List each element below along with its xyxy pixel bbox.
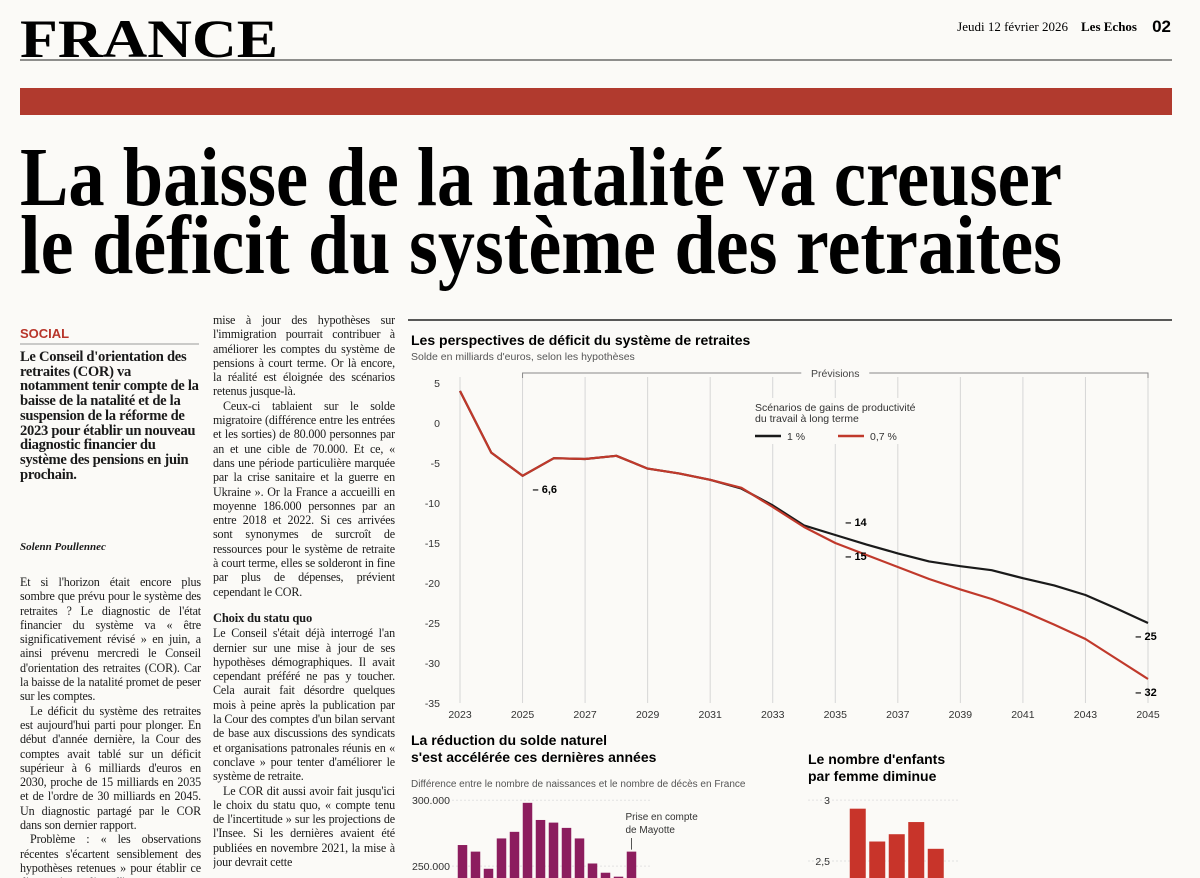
- chart-title: La réduction du solde naturel: [411, 732, 607, 748]
- y-tick-label: -15: [425, 538, 440, 550]
- bar: [587, 863, 598, 878]
- author: Solenn Poullennec: [20, 541, 106, 553]
- column: Et si l'horizon était encore plus sombre…: [20, 575, 201, 878]
- data-label: – 25: [1135, 631, 1156, 643]
- x-tick-label: 2031: [699, 709, 723, 721]
- x-tick-label: 2025: [511, 709, 535, 721]
- chart-title: par femme diminue: [808, 768, 937, 784]
- x-tick-label: 2027: [573, 709, 597, 721]
- section-title: FRANCE: [20, 9, 278, 69]
- y-tick-label: 5: [434, 378, 440, 390]
- bar: [496, 838, 507, 878]
- chart-title: Les perspectives de déficit du système d…: [411, 332, 750, 348]
- bar: [869, 841, 886, 878]
- publication: Les Echos: [1081, 19, 1137, 34]
- subhead: Choix du statu quo: [213, 610, 313, 625]
- forecast-label: Prévisions: [811, 368, 859, 380]
- bar: [457, 845, 468, 878]
- x-tick-label: 2023: [448, 709, 472, 721]
- paragraph: Et si l'horizon était encore plus sombre…: [20, 575, 201, 704]
- bar: [535, 819, 546, 878]
- bar: [927, 848, 944, 878]
- y-tick-label: 2,5: [815, 856, 830, 868]
- chart-title: Le nombre d'enfants: [808, 751, 945, 767]
- paragraph: mise à jour des hypothèses sur l'immigra…: [213, 313, 395, 399]
- x-tick-label: 2037: [886, 709, 910, 721]
- y-tick-label: -10: [425, 498, 440, 510]
- date: Jeudi 12 février 2026: [957, 19, 1068, 34]
- paragraph: Problème : « les observations récentes s…: [20, 832, 201, 878]
- y-tick-label: 250.000: [412, 861, 450, 873]
- legend-label: 1 %: [787, 431, 805, 443]
- bar: [888, 834, 905, 878]
- column: mise à jour des hypothèses sur l'immigra…: [213, 313, 395, 878]
- x-tick-label: 2029: [636, 709, 660, 721]
- paragraph: Le COR dit aussi avoir fait jusqu'ici le…: [213, 783, 395, 869]
- y-tick-label: -25: [425, 618, 440, 630]
- bar: [613, 876, 624, 878]
- bar: [548, 822, 559, 878]
- bar: [470, 851, 481, 878]
- annotation: de Mayotte: [626, 825, 676, 836]
- x-tick-label: 2035: [824, 709, 848, 721]
- legend-label: 0,7 %: [870, 431, 897, 443]
- data-label: – 32: [1135, 687, 1156, 699]
- bar: [600, 872, 611, 878]
- lead: Le Conseil d'orientation des retraites (…: [20, 350, 199, 483]
- data-label: – 15: [845, 551, 866, 563]
- legend-title: du travail à long terme: [755, 413, 859, 425]
- x-tick-label: 2045: [1136, 709, 1160, 721]
- rubric: SOCIAL: [20, 326, 69, 341]
- x-tick-label: 2033: [761, 709, 785, 721]
- y-tick-label: 0: [434, 418, 440, 430]
- page-number: 02: [1152, 17, 1171, 36]
- forecast-label-bg: [801, 366, 870, 380]
- bar: [574, 838, 585, 878]
- data-label: – 6,6: [533, 484, 557, 496]
- bar: [849, 808, 866, 878]
- y-tick-label: 300.000: [412, 795, 450, 807]
- paragraph: Le Conseil s'était déjà interrogé l'an d…: [213, 626, 395, 784]
- y-tick-label: -35: [425, 698, 440, 710]
- paragraph: Ceux-ci tablaient sur le solde migratoir…: [213, 398, 395, 599]
- annotation: Prise en compte: [626, 812, 699, 823]
- chart-subtitle: Différence entre le nombre de naissances…: [411, 779, 746, 790]
- legend-title: Scénarios de gains de productivité: [755, 402, 916, 414]
- red-band: [20, 88, 1172, 115]
- x-tick-label: 2043: [1074, 709, 1098, 721]
- x-tick-label: 2039: [949, 709, 973, 721]
- y-tick-label: -30: [425, 658, 440, 670]
- headline-line: La baisse de la natalité va creuser: [20, 131, 1062, 224]
- y-tick-label: 3: [824, 795, 830, 807]
- bar: [483, 868, 494, 878]
- line-series: [459, 390, 1149, 680]
- x-tick-label: 2041: [1011, 709, 1035, 721]
- bar: [509, 831, 520, 878]
- paragraph: Le déficit du système des retraites est …: [20, 703, 201, 833]
- bar: [626, 851, 637, 878]
- chart-title: s'est accélérée ces dernières années: [411, 749, 657, 765]
- bar: [561, 827, 572, 878]
- headline-line: le déficit du système des retraites: [20, 199, 1062, 292]
- bar: [522, 802, 533, 878]
- y-tick-label: -20: [425, 578, 440, 590]
- data-label: – 14: [845, 517, 867, 529]
- y-tick-label: -5: [431, 458, 440, 470]
- chart-subtitle: Solde en milliards d'euros, selon les hy…: [411, 351, 635, 363]
- bar: [908, 822, 925, 878]
